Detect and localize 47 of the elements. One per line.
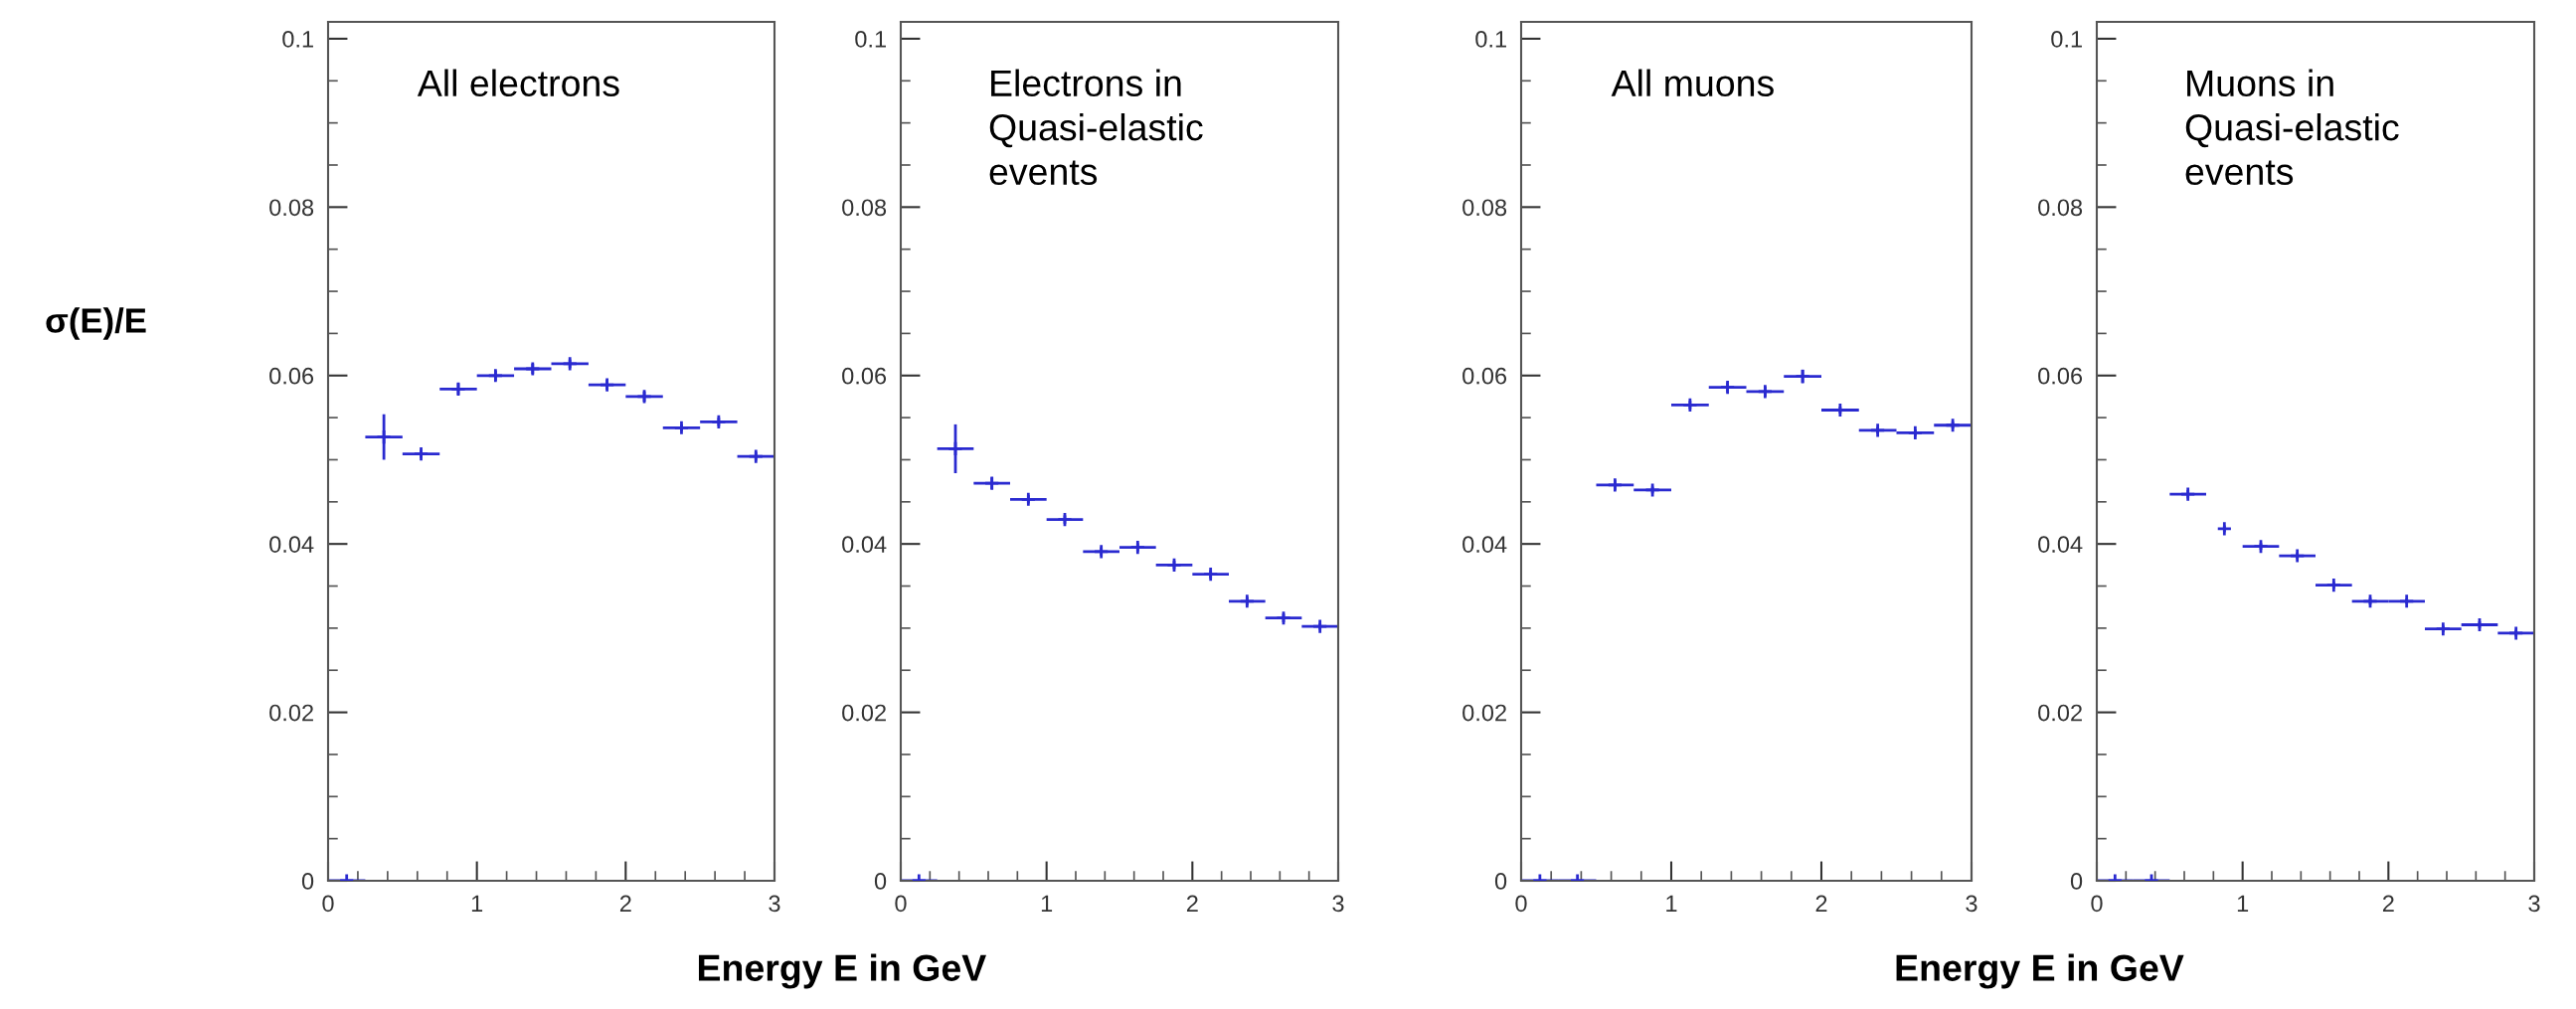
- x-tick-label: 3: [1966, 895, 1977, 913]
- x-tick-label: 2: [1186, 895, 1198, 912]
- y-tick-label: 0.06: [2038, 367, 2083, 385]
- x-tick-label: 1: [1666, 895, 1677, 912]
- x-tick-label: 3: [769, 895, 780, 913]
- x-tick-label: 1: [1041, 895, 1053, 912]
- y-tick-label: 0.02: [1462, 704, 1506, 722]
- y-axis-title: σ(E)/E: [46, 307, 146, 340]
- y-tick-label: 0.08: [2038, 199, 2083, 217]
- y-tick-label: 0.06: [269, 367, 314, 385]
- y-tick-label: 0.02: [269, 704, 313, 722]
- annotation: Electrons in Quasi-elastic events: [989, 69, 1203, 185]
- x-tick-label: 3: [2528, 895, 2540, 913]
- y-tick-label: 0.04: [269, 536, 314, 553]
- x-tick-label: 2: [619, 895, 631, 912]
- x-tick-label: 0: [895, 895, 907, 913]
- x-tick-label: 2: [1815, 895, 1827, 912]
- y-tick-label: 0.04: [1462, 536, 1507, 553]
- annotation: All electrons: [417, 69, 619, 97]
- x-tick-label: 1: [471, 895, 483, 912]
- y-tick-label: 0.1: [2051, 31, 2082, 48]
- y-tick-label: 0.06: [842, 367, 887, 385]
- x-tick-label: 1: [2237, 895, 2249, 912]
- y-tick-label: 0.02: [842, 704, 886, 722]
- x-axis-title: Energy E in GeV: [698, 953, 986, 989]
- y-tick-label: 0.1: [1475, 31, 1506, 48]
- x-tick-label: 0: [2091, 895, 2103, 913]
- y-tick-label: 0.08: [1462, 199, 1507, 217]
- y-tick-label: 0: [301, 873, 314, 890]
- y-tick-label: 0: [874, 873, 887, 890]
- x-axis-title: Energy E in GeV: [1896, 953, 2184, 989]
- y-tick-label: 0.1: [855, 31, 886, 48]
- annotation: Muons in Quasi-elastic events: [2185, 69, 2399, 185]
- y-tick-label: 0.02: [2038, 704, 2082, 722]
- y-tick-label: 0.04: [2038, 536, 2083, 553]
- y-tick-label: 0: [2070, 873, 2083, 890]
- x-tick-label: 0: [1515, 895, 1527, 913]
- y-tick-label: 0.08: [842, 199, 887, 217]
- y-tick-label: 0.08: [269, 199, 314, 217]
- y-tick-label: 0.1: [282, 31, 313, 48]
- y-tick-label: 0.06: [1462, 367, 1507, 385]
- annotation: All muons: [1611, 69, 1774, 97]
- x-tick-label: 2: [2382, 895, 2394, 912]
- x-tick-label: 0: [322, 895, 334, 913]
- x-tick-label: 3: [1332, 895, 1344, 913]
- y-tick-label: 0: [1494, 873, 1507, 890]
- y-tick-label: 0.04: [842, 536, 887, 553]
